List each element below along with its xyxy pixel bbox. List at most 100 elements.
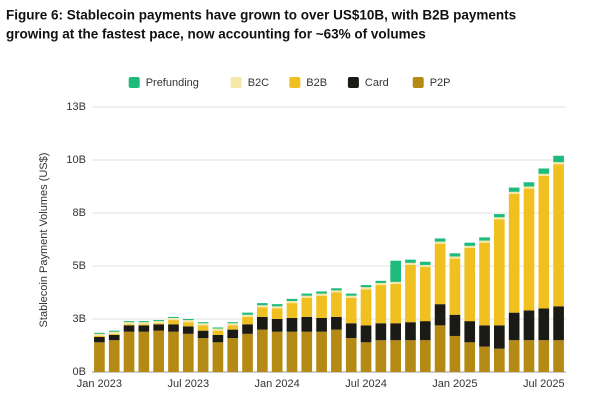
- y-tick-label: 3B: [73, 313, 86, 325]
- bar-segment: [316, 293, 327, 296]
- x-tick-label: Jan 2023: [77, 378, 122, 390]
- bar-segment: [331, 316, 342, 330]
- bar-segment: [405, 264, 416, 323]
- bar-segment: [345, 338, 357, 372]
- bar-segment: [360, 325, 372, 343]
- bar-segment: [227, 338, 239, 372]
- bar-segment: [271, 308, 283, 319]
- bar-segment: [331, 290, 342, 293]
- legend-swatch: [347, 77, 359, 88]
- bar-segment: [257, 305, 268, 308]
- bar-segment: [227, 329, 239, 339]
- legend-swatch: [289, 77, 301, 88]
- bar-segment: [449, 335, 461, 372]
- bar-segment: [434, 241, 446, 244]
- bar-segment: [345, 323, 357, 339]
- bar-segment: [419, 261, 431, 265]
- bar-segment: [508, 340, 520, 372]
- x-tick-label: Jul 2024: [345, 378, 387, 390]
- bar-segment: [286, 303, 298, 318]
- bar-segment: [108, 340, 120, 372]
- bar-segment: [123, 331, 135, 372]
- bar-segment: [419, 264, 431, 268]
- bar-segment: [212, 330, 224, 335]
- bar-segment: [108, 333, 120, 335]
- bar-segment: [479, 242, 490, 326]
- bar-segment: [301, 316, 313, 332]
- bar-segment: [345, 293, 357, 296]
- y-tick-label: 0B: [73, 366, 86, 378]
- bar-segment: [331, 292, 342, 317]
- bar-segment: [197, 323, 209, 326]
- bar-segment: [153, 330, 164, 372]
- bar-segment: [212, 342, 224, 372]
- bar-segment: [153, 323, 164, 325]
- bar-segment: [434, 304, 446, 326]
- bar-segment: [197, 330, 209, 339]
- bar-segment: [390, 284, 401, 324]
- bar-segment: [271, 319, 283, 332]
- bar-segment: [138, 321, 150, 323]
- bar-segment: [257, 329, 268, 372]
- bar-segment: [286, 331, 298, 372]
- bar-segment: [197, 325, 209, 331]
- y-tick-label: 13B: [66, 101, 86, 113]
- bar-segment: [108, 330, 120, 332]
- bar-segment: [257, 316, 268, 330]
- bar-segment: [494, 325, 505, 349]
- bar-segment: [301, 331, 313, 372]
- legend-label: Prefunding: [146, 77, 199, 89]
- bar-segment: [464, 245, 476, 248]
- bar-segment: [197, 322, 209, 324]
- y-tick-label: 10B: [66, 154, 86, 166]
- bar-segment: [242, 316, 253, 325]
- bar-segment: [405, 259, 416, 263]
- bar-segment: [182, 326, 194, 334]
- bar-segment: [434, 238, 446, 242]
- bar-segment: [508, 187, 520, 192]
- bar-segment: [553, 162, 564, 165]
- bar-segment: [479, 346, 490, 372]
- bar-segment: [94, 335, 105, 338]
- bar-segment: [271, 331, 283, 372]
- bar-segment: [212, 328, 224, 331]
- bar-segment: [182, 320, 194, 323]
- bar-segment: [345, 295, 357, 298]
- bar-segment: [138, 325, 150, 332]
- legend-label: B2B: [306, 77, 327, 89]
- bar-segment: [153, 320, 164, 322]
- bar-segment: [168, 324, 179, 332]
- legend-swatch: [412, 77, 424, 88]
- bar-segment: [94, 337, 105, 343]
- bar-segment: [316, 317, 327, 332]
- bar-segment: [123, 324, 135, 326]
- bar-segment: [464, 342, 476, 372]
- chart-title: Figure 6: Stablecoin payments have grown…: [6, 8, 516, 23]
- bar-segment: [123, 321, 135, 323]
- y-tick-label: 8B: [73, 207, 86, 219]
- bar-segment: [508, 312, 520, 341]
- bar-segment: [360, 287, 372, 290]
- bar-segment: [286, 317, 298, 332]
- bar-segment: [479, 325, 490, 347]
- x-tick-label: Jul 2023: [167, 378, 209, 390]
- bar-segment: [242, 333, 253, 372]
- bar-segment: [449, 258, 461, 315]
- bar-segment: [508, 191, 520, 194]
- bar-segment: [153, 324, 164, 331]
- bar-segment: [331, 288, 342, 291]
- bar-segment: [360, 289, 372, 326]
- bar-segment: [375, 340, 387, 372]
- bar-segment: [523, 340, 535, 372]
- bar-segment: [227, 325, 239, 330]
- bar-segment: [168, 317, 179, 321]
- bar-segment: [390, 323, 401, 341]
- bar-segment: [405, 262, 416, 265]
- bar-segment: [242, 324, 253, 334]
- bar-segment: [227, 322, 239, 324]
- x-tick-label: Jul 2025: [523, 378, 565, 390]
- bar-segment: [168, 331, 179, 372]
- bar-segment: [168, 316, 179, 318]
- bar-segment: [449, 256, 461, 259]
